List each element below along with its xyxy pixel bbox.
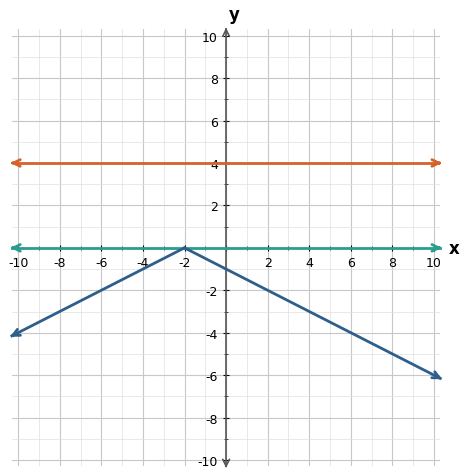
Text: y: y xyxy=(229,6,240,24)
Text: x: x xyxy=(449,239,459,258)
